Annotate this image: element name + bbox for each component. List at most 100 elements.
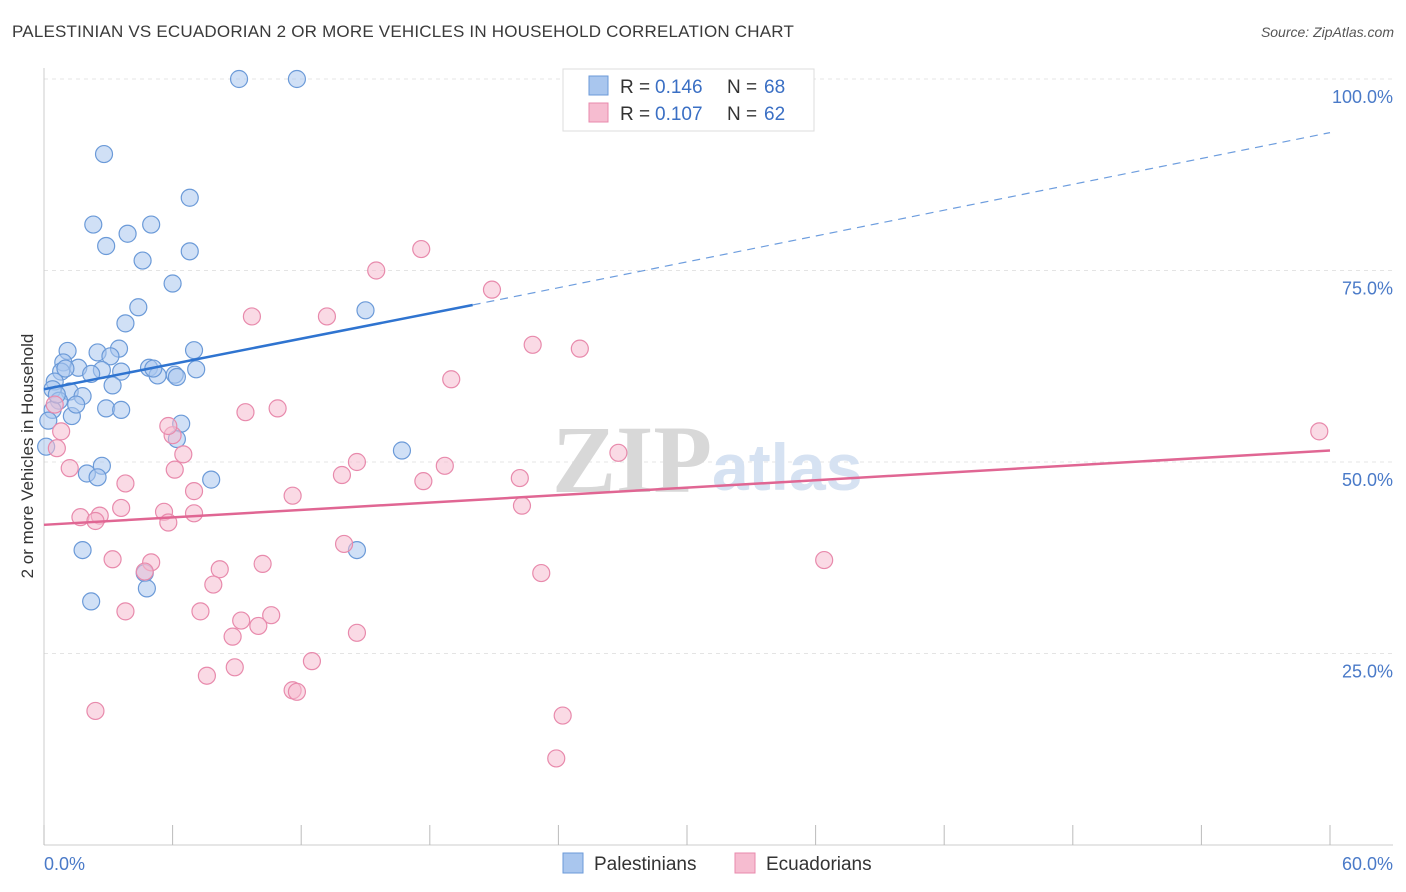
ecuadorian-point-50 [223, 627, 242, 646]
bottom-legend-label-palestinians: Palestinians [594, 854, 696, 875]
palestinian-point-0 [229, 69, 249, 89]
palestinian-point-10 [163, 274, 182, 293]
ecuadorian-point-55 [287, 682, 307, 701]
bottom-legend-swatch-palestinians [562, 852, 584, 874]
palestinian-point-50 [73, 540, 92, 560]
ecuadorian-point-4 [317, 307, 337, 326]
y-tick-label-25: 25.0% [1342, 662, 1393, 682]
palestinian-point-12 [356, 301, 375, 320]
ecuadorian-point-15 [174, 445, 193, 464]
ecuadorian-point-23 [510, 468, 529, 488]
ecuadorian-point-41 [532, 563, 551, 583]
ecuadorian-point-5 [523, 335, 542, 354]
gridlines [44, 78, 1393, 654]
palestinian-point-3 [180, 188, 199, 207]
ecuadorian-point-8 [45, 395, 64, 414]
ecuadorian-point-0 [412, 239, 431, 259]
ecuadorian-point-53 [197, 666, 216, 685]
watermark-atlas: atlas [712, 430, 862, 504]
bottom-legend-swatch-ecuadorians [734, 852, 756, 874]
y-tick-labels: 25.0% 50.0% 75.0% 100.0% [1332, 87, 1393, 682]
ecuadorian-point-21 [332, 465, 352, 485]
legend-n-value-ecuadorians: 62 [764, 104, 785, 125]
ecuadorian-trend-line [43, 449, 1331, 527]
y-axis-label: 2 or more Vehicles in Household [18, 334, 37, 579]
bottom-legend: Palestinians Ecuadorians [562, 852, 872, 875]
palestinian-point-18 [184, 341, 204, 360]
legend-swatch-ecuadorians [588, 102, 609, 123]
ecuadorian-point-52 [225, 658, 244, 677]
ecuadorian-point-58 [547, 749, 566, 768]
palestinian-point-48 [392, 441, 412, 460]
ecuadorian-point-2 [482, 280, 502, 299]
palestinian-point-8 [180, 242, 199, 261]
legend-r-value-palestinians: 0.146 [655, 77, 703, 98]
y-tick-label-50: 50.0% [1342, 470, 1393, 490]
ecuadorian-point-40 [210, 560, 229, 579]
ecuadorian-point-20 [165, 460, 184, 479]
ecuadorian-point-3 [242, 307, 262, 326]
palestinian-point-9 [133, 251, 152, 270]
palestinian-point-5 [118, 224, 137, 243]
ecuadorian-point-24 [116, 474, 135, 493]
ecuadorian-point-27 [512, 496, 532, 515]
palestinian-point-29 [103, 376, 122, 395]
axes [43, 68, 1393, 846]
ecuadorian-point-19 [60, 459, 79, 478]
ecuadorian-point-36 [103, 550, 122, 569]
watermark-zip: ZIP [552, 406, 712, 513]
trend-lines [43, 132, 1331, 527]
data-points [37, 69, 1329, 768]
palestinian-point-4 [84, 215, 103, 234]
ecuadorian-point-51 [302, 652, 322, 671]
ecuadorian-point-22 [414, 472, 433, 491]
ecuadorian-point-47 [232, 611, 251, 630]
palestinian-point-40 [112, 400, 131, 420]
ecuadorian-point-35 [334, 534, 354, 554]
chart-source: Source: ZipAtlas.com [1260, 24, 1394, 40]
ecuadorian-point-48 [249, 616, 268, 636]
palestinian-point-2 [94, 144, 114, 164]
palestinian-point-16 [101, 347, 120, 366]
palestinian-point-1 [287, 69, 307, 89]
legend-box: R = 0.146 N = 68 R = 0.107 N = 62 [562, 68, 815, 132]
x-tick-label-max: 60.0% [1342, 854, 1393, 874]
palestinian-point-36 [67, 395, 86, 414]
legend-swatch-palestinians [588, 75, 609, 96]
x-tick-label-min: 0.0% [44, 854, 85, 874]
ecuadorian-point-37 [815, 550, 834, 570]
legend-r-label-ecuadorians: R = [620, 104, 650, 125]
ecuadorian-point-59 [1310, 422, 1329, 441]
ecuadorian-point-1 [367, 261, 386, 280]
ecuadorian-point-42 [135, 562, 154, 581]
ecuadorian-point-43 [204, 575, 223, 594]
legend-n-label-ecuadorians: N = [727, 104, 757, 125]
ecuadorian-point-46 [262, 606, 281, 625]
legend-n-label-palestinians: N = [727, 77, 757, 98]
palestinian-trend-line [43, 303, 473, 391]
ecuadorian-point-25 [184, 482, 204, 501]
ecuadorian-point-10 [268, 399, 287, 418]
ecuadorian-point-49 [347, 623, 367, 642]
palestinian-point-54 [56, 359, 75, 378]
ecuadorian-point-44 [116, 602, 135, 621]
palestinian-point-13 [116, 314, 135, 333]
legend-n-value-palestinians: 68 [764, 77, 785, 98]
legend-r-value-ecuadorians: 0.107 [655, 104, 703, 125]
ecuadorian-point-6 [570, 339, 589, 358]
ecuadorian-point-17 [347, 452, 367, 472]
ecuadorian-point-16 [609, 443, 628, 462]
palestinian-point-46 [88, 468, 107, 487]
palestinian-point-28 [187, 360, 206, 379]
ecuadorian-point-11 [52, 422, 71, 441]
ecuadorian-point-7 [442, 370, 461, 389]
watermark: ZIP atlas [552, 406, 862, 513]
ecuadorian-point-14 [47, 439, 66, 458]
ecuadorian-point-56 [86, 701, 105, 721]
ecuadorian-point-13 [159, 416, 178, 436]
palestinian-point-38 [39, 411, 58, 430]
y-tick-label-100: 100.0% [1332, 87, 1393, 107]
ecuadorian-point-45 [191, 602, 210, 621]
palestinian-point-52 [137, 579, 156, 598]
